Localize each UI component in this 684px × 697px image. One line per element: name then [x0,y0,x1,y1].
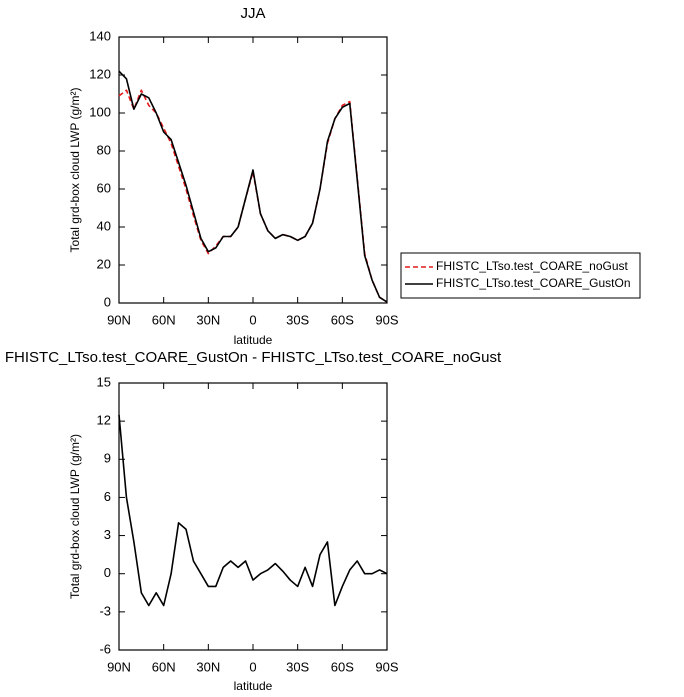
data-line [118,70,388,303]
y-tick-label: 0 [104,565,111,580]
y-tick-label: 40 [97,218,111,233]
x-axis-label: latitude [234,679,273,693]
y-tick-label: 15 [97,374,111,389]
chart-title: JJA [240,5,265,22]
y-tick-label: 12 [97,413,111,428]
x-tick-label: 30S [286,312,309,327]
y-axis-label: Total grd-box cloud LWP (g/m²) [68,434,82,599]
x-axis-label: latitude [234,333,273,347]
legend: FHISTC_LTso.test_COARE_noGust FHISTC_LTso… [400,252,641,299]
y-tick-label: 100 [89,104,111,119]
x-tick-label: 30N [196,659,220,674]
y-tick-label: 60 [97,180,111,195]
x-tick-label: 60S [331,659,354,674]
y-tick-label: 80 [97,142,111,157]
y-tick-label: 140 [89,28,111,43]
y-tick-label: 3 [104,527,111,542]
y-tick-label: 6 [104,489,111,504]
x-tick-label: 0 [249,312,256,327]
panel: 0 20 40 60 80 100 120 140 90N 60N 30N 0 30S 60S 90S JJA… [68,5,641,347]
x-tick-label: 90N [107,312,131,327]
plot-frame [118,382,388,651]
y-tick-label: -3 [99,603,111,618]
x-tick-label: 90S [375,659,398,674]
x-tick-label: 30N [196,312,220,327]
chart-title: FHISTC_LTso.test_COARE_GustOn - FHISTC_L… [5,349,502,366]
legend-label: FHISTC_LTso.test_COARE_noGust [436,259,629,273]
x-tick-label: 90N [107,659,131,674]
x-tick-label: 90S [375,312,398,327]
y-tick-label: 20 [97,256,111,271]
x-tick-label: 30S [286,659,309,674]
y-axis-label: Total grd-box cloud LWP (g/m²) [68,88,82,253]
panel: -6 -3 0 3 6 9 12 15 90N 60N 30N 0 30S 60S 90S FHISTC_LT… [5,349,502,693]
data-line [118,414,388,607]
y-tick-label: 120 [89,66,111,81]
legend-label: FHISTC_LTso.test_COARE_GustOn [436,276,631,290]
y-tick-label: 0 [104,294,111,309]
y-tick-label: 9 [104,451,111,466]
x-tick-label: 0 [249,659,256,674]
data-line [118,89,388,303]
x-tick-label: 60N [152,312,176,327]
y-tick-label: -6 [99,641,111,656]
legend-frame [400,252,641,299]
x-tick-label: 60N [152,659,176,674]
x-tick-label: 60S [331,312,354,327]
